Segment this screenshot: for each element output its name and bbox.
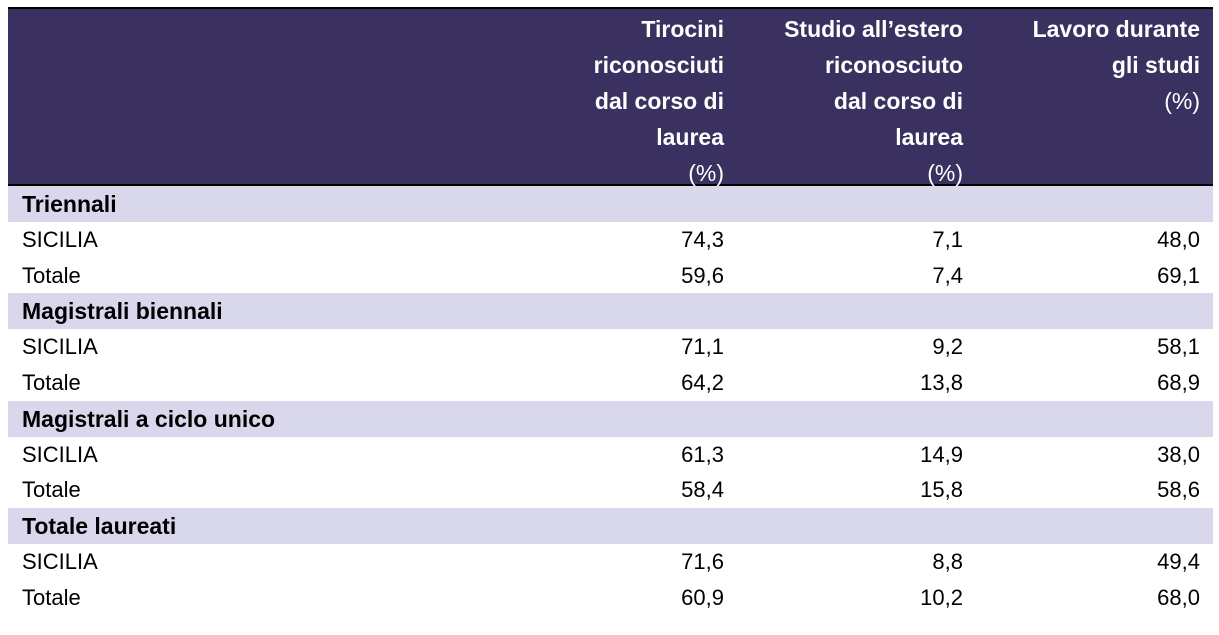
table-row: SICILIA 71,1 9,2 58,1 [8,329,1213,365]
cell-value: 38,0 [1157,441,1200,467]
section-title: Magistrali a ciclo unico [8,400,1213,437]
header-line: Lavoro durante [1032,16,1200,42]
row-label: Totale [22,584,81,610]
row-label: Totale [22,370,81,395]
row-label: Totale [22,477,81,503]
row-label: Totale [22,262,81,288]
cell-value: 49,4 [1157,549,1200,574]
cell-value: 7,1 [932,226,963,252]
table-row: SICILIA 71,6 8,8 49,4 [8,544,1213,580]
table-row: Totale 58,4 15,8 58,6 [8,472,1213,508]
cell-value: 8,8 [932,549,963,574]
cell-value: 58,4 [681,477,724,503]
column-header: Studio all’estero riconosciuto dal corso d… [733,11,963,191]
header-line: riconosciuti [593,52,724,78]
cell-value: 10,2 [920,584,963,610]
cell-value: 68,0 [1157,584,1200,610]
table-row: Totale 60,9 10,2 68,0 [8,580,1213,616]
cell-value: 14,9 [920,441,963,467]
row-label: SICILIA [22,226,98,252]
header-line: laurea [656,124,724,150]
table-row: Totale 64,2 13,8 68,9 [8,365,1213,401]
cell-value: 59,6 [681,262,724,288]
header-line: gli studi [1111,52,1200,78]
header-line: laurea [895,124,963,150]
cell-value: 7,4 [932,262,963,288]
header-line: Tirocini [641,16,724,42]
column-header: Tirocini riconosciuti dal corso di laurea (%… [494,11,724,191]
section-title: Triennali [8,186,1213,222]
column-header: Lavoro durante gli studi (%) [970,11,1200,119]
cell-value: 71,6 [681,549,724,574]
header-unit: (%) [927,160,963,186]
header-line: riconosciuto [824,52,963,78]
header-line: dal corso di [594,88,724,114]
cell-value: 58,6 [1157,477,1200,503]
header-line: Studio all’estero [784,16,963,42]
header-unit: (%) [688,160,724,186]
table-row: SICILIA 74,3 7,1 48,0 [8,222,1213,258]
row-label: SICILIA [22,549,98,574]
section-title: Magistrali biennali [8,293,1213,330]
cell-value: 9,2 [932,334,963,360]
cell-value: 60,9 [681,584,724,610]
table-row: Totale 59,6 7,4 69,1 [8,258,1213,294]
cell-value: 15,8 [920,477,963,503]
header-line: dal corso di [833,88,963,114]
cell-value: 71,1 [681,334,724,360]
cell-value: 13,8 [920,370,963,395]
section-title: Totale laureati [8,508,1213,545]
header-unit: (%) [1164,88,1200,114]
cell-value: 68,9 [1157,370,1200,395]
table-row: SICILIA 61,3 14,9 38,0 [8,437,1213,473]
cell-value: 58,1 [1157,334,1200,360]
cell-value: 74,3 [681,226,724,252]
cell-value: 61,3 [681,441,724,467]
cell-value: 64,2 [681,370,724,395]
row-label: SICILIA [22,334,98,360]
table-header: Tirocini riconosciuti dal corso di laurea (%… [8,7,1213,186]
cell-value: 48,0 [1157,226,1200,252]
cell-value: 69,1 [1157,262,1200,288]
row-label: SICILIA [22,441,98,467]
